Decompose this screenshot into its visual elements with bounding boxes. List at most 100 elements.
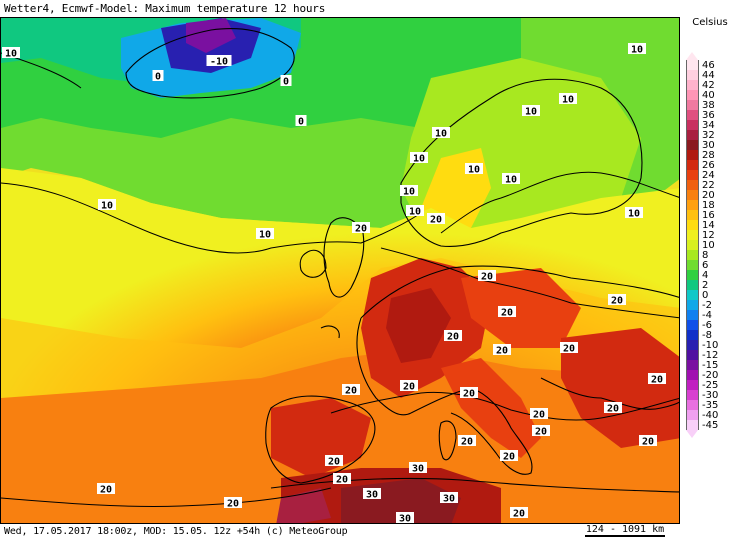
legend-label: -30 [702, 390, 719, 401]
isotherm-label-bg [98, 199, 116, 210]
legend-swatch [686, 410, 699, 420]
isotherm-label: 20 [403, 382, 415, 393]
isotherm-label-bg [498, 306, 516, 317]
legend-swatch [686, 420, 699, 430]
legend-swatch [686, 60, 699, 70]
isotherm-label-bg [295, 115, 307, 126]
isotherm-label: 0 [298, 117, 304, 128]
temperature-map: 10 0 -10 0 0 10 10 10 10 10 10 10 10 10 20 10 10 20 20 20 20… [0, 17, 680, 524]
temperature-map-canvas: 10 0 -10 0 0 10 10 10 10 10 10 10 10 10 20 10 10 20 20 20 20… [1, 18, 679, 525]
legend-swatch [686, 150, 699, 160]
isotherm-label: 10 [413, 154, 425, 165]
isotherm-label-bg [206, 55, 232, 66]
isotherm-label: 20 [430, 215, 442, 226]
isotherm-label-bg [352, 222, 370, 233]
isotherm-label-bg [560, 342, 578, 353]
isotherm-label-bg [648, 373, 666, 384]
legend-label: 42 [702, 80, 715, 91]
isotherm-label-bg [530, 408, 548, 419]
isotherm-label: 20 [642, 437, 654, 448]
isotherm-label-bg [400, 185, 418, 196]
legend-label: 36 [702, 110, 715, 121]
isotherm-label: 10 [468, 165, 480, 176]
isotherm-label-bg [256, 228, 274, 239]
legend-top-arrow [686, 52, 698, 60]
legend-label: 34 [702, 120, 715, 131]
isotherm-label-bg [410, 152, 428, 163]
isotherm-label-bg [522, 105, 540, 116]
legend-swatch [686, 140, 699, 150]
legend-swatch [686, 270, 699, 280]
isotherm-label-bg [2, 47, 20, 58]
isotherm-label-bg [639, 435, 657, 446]
isotherm-label: 0 [283, 77, 289, 88]
legend-label: 44 [702, 70, 715, 81]
isotherm-label: 20 [611, 296, 623, 307]
legend-label: -20 [702, 370, 719, 381]
central-europe-warm [461, 268, 581, 348]
legend-label: 2 [702, 280, 709, 291]
isotherm-label: 20 [328, 457, 340, 468]
legend-swatch [686, 240, 699, 250]
isotherm-label: 20 [463, 389, 475, 400]
legend-swatch [686, 350, 699, 360]
legend-swatch [686, 390, 699, 400]
isotherm-label-bg [427, 213, 445, 224]
legend-swatch [686, 260, 699, 270]
isotherm-label-bg [152, 70, 164, 81]
legend-swatch [686, 380, 699, 390]
isotherm-label: 30 [443, 494, 455, 505]
balkans-warm [561, 328, 679, 448]
isotherm-label: 20 [481, 272, 493, 283]
legend-swatch [686, 340, 699, 350]
isotherm-label-bg [363, 488, 381, 499]
isotherm-label-bg [400, 380, 418, 391]
isotherm-label: 20 [336, 475, 348, 486]
isotherm-label-bg [444, 330, 462, 341]
isotherm-label: 10 [435, 129, 447, 140]
isotherm-label-bg [502, 173, 520, 184]
legend-label: 32 [702, 130, 715, 141]
legend-label: -6 [702, 320, 712, 331]
legend-label: -25 [702, 380, 719, 391]
isotherm-label-bg [325, 455, 343, 466]
isotherm-label: 20 [461, 437, 473, 448]
isotherm-label: 10 [525, 107, 537, 118]
isotherm-label-bg [604, 402, 622, 413]
legend-swatch [686, 310, 699, 320]
legend-swatch [686, 280, 699, 290]
legend-swatch [686, 100, 699, 110]
isotherm-label: 10 [101, 201, 113, 212]
legend-label: -8 [702, 330, 712, 341]
isotherm-label: 30 [399, 514, 411, 525]
isotherm-label-bg [532, 425, 550, 436]
scale-label: 124 - 1091 km [585, 524, 665, 535]
isotherm-label: 20 [533, 410, 545, 421]
legend-label: -4 [702, 310, 712, 321]
isotherm-label-bg [625, 207, 643, 218]
legend-swatch [686, 400, 699, 410]
legend-label: 22 [702, 180, 715, 191]
isotherm-label-bg [406, 205, 424, 216]
legend-label: 28 [702, 150, 715, 161]
legend-swatch [686, 200, 699, 210]
isotherm-label-bg [465, 163, 483, 174]
legend-label: 16 [702, 210, 715, 221]
distance-scale: 124 - 1091 km [575, 524, 675, 537]
isotherm-label: 30 [366, 490, 378, 501]
isotherm-label-bg [396, 512, 414, 523]
isotherm-label: 20 [651, 375, 663, 386]
legend-label: 6 [702, 260, 709, 271]
isotherm-label: 20 [100, 485, 112, 496]
legend-swatch [686, 360, 699, 370]
isotherm-label: 20 [563, 344, 575, 355]
iberia-hot-core [271, 398, 371, 478]
isotherm-label-bg [280, 75, 292, 86]
isotherm-label: 10 [505, 175, 517, 186]
greenland-peak-cold [186, 18, 236, 53]
isotherm-label: 20 [503, 452, 515, 463]
legend-label: -40 [702, 410, 719, 421]
isotherm-label: 20 [501, 308, 513, 319]
isotherm-label: 10 [409, 207, 421, 218]
